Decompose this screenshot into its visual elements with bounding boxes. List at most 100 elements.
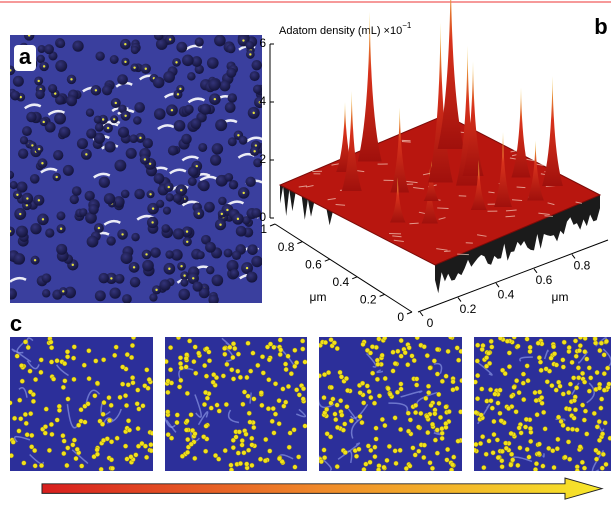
time-arrow <box>42 478 602 499</box>
dot <box>15 354 20 359</box>
island <box>30 223 41 234</box>
island <box>218 197 226 205</box>
dot <box>17 429 22 434</box>
dot <box>373 454 378 459</box>
dot <box>168 367 173 372</box>
island <box>104 193 115 204</box>
island <box>131 46 139 54</box>
dot <box>546 446 551 451</box>
island <box>247 244 258 255</box>
dot <box>512 385 517 390</box>
island <box>200 104 211 115</box>
x-tick-label: 0.8 <box>574 259 591 273</box>
dot <box>192 359 197 364</box>
island <box>207 57 219 69</box>
dot <box>525 364 530 369</box>
island <box>245 177 255 187</box>
dot <box>41 162 43 164</box>
dot <box>357 447 362 452</box>
island <box>173 194 182 203</box>
dot <box>196 165 198 167</box>
dot <box>338 370 343 375</box>
dot <box>236 451 241 456</box>
dot <box>9 453 14 458</box>
dot <box>429 403 434 408</box>
island <box>53 150 63 160</box>
dot <box>584 432 589 437</box>
dot <box>184 356 189 361</box>
dot <box>485 399 490 404</box>
z-tick-label: 2 <box>259 152 266 166</box>
dot <box>185 437 190 442</box>
dot <box>193 345 198 350</box>
dot <box>39 358 44 363</box>
dot <box>377 337 382 342</box>
dot <box>430 466 435 471</box>
x-tick <box>420 312 423 316</box>
dot <box>141 404 146 409</box>
dot <box>300 339 305 344</box>
dot <box>143 444 148 449</box>
island <box>198 180 209 191</box>
dot <box>473 380 478 385</box>
dot <box>95 381 100 386</box>
z-title: Adatom density (mL) ×10 <box>279 25 402 37</box>
dot <box>301 386 306 391</box>
dot <box>572 416 577 421</box>
dot <box>49 345 54 350</box>
dot <box>149 448 154 453</box>
dot <box>129 355 134 360</box>
dot <box>66 397 71 402</box>
dot <box>149 193 151 195</box>
dot <box>440 431 445 436</box>
dot <box>398 448 403 453</box>
dot <box>55 418 60 423</box>
island <box>114 160 126 172</box>
dot <box>399 382 404 387</box>
dot <box>365 384 370 389</box>
dot <box>388 392 393 397</box>
dot <box>207 358 212 363</box>
dot <box>335 464 340 469</box>
dot <box>600 466 605 471</box>
dot <box>578 343 583 348</box>
dot <box>492 419 497 424</box>
dot <box>177 385 182 390</box>
dot <box>543 427 548 432</box>
dot <box>440 379 445 384</box>
island <box>95 123 104 132</box>
island <box>251 256 262 267</box>
dot <box>448 335 453 340</box>
dot <box>587 389 592 394</box>
dot <box>419 411 424 416</box>
island <box>154 31 164 41</box>
dot <box>79 407 84 412</box>
dot <box>592 411 597 416</box>
island <box>121 252 133 264</box>
dot <box>514 378 519 383</box>
dot <box>399 338 404 343</box>
dot <box>225 362 230 367</box>
dot <box>433 411 438 416</box>
dot <box>364 462 369 467</box>
island <box>45 228 54 237</box>
dot <box>277 398 282 403</box>
dot <box>134 453 139 458</box>
dot <box>123 444 128 449</box>
island <box>219 80 230 91</box>
dot <box>301 397 306 402</box>
dot <box>544 367 549 372</box>
dot <box>528 439 533 444</box>
dot <box>95 89 97 91</box>
dot <box>277 421 282 426</box>
dot <box>484 452 489 457</box>
panel-label: c <box>10 311 22 336</box>
dot <box>149 163 151 165</box>
dot <box>165 410 170 415</box>
dot <box>574 385 579 390</box>
dot <box>19 363 24 368</box>
dot <box>113 118 115 120</box>
dot <box>287 445 292 450</box>
dot <box>136 426 141 431</box>
dot <box>479 387 484 392</box>
